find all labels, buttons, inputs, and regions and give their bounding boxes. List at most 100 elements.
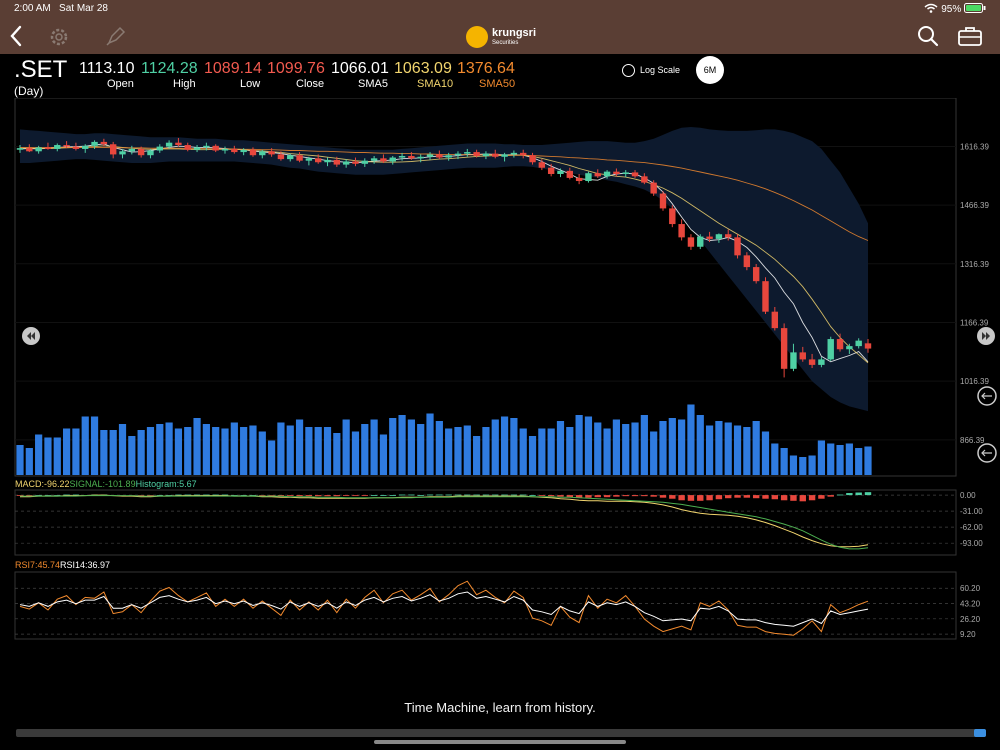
macd-histogram-bar [35, 495, 42, 496]
scroll-right-icon[interactable] [977, 327, 995, 345]
macd-y-axis: 0.00 -31.00 -62.00 -93.00 [960, 491, 983, 548]
sma5-label: SMA5 [358, 78, 388, 90]
link-icon-1[interactable] [977, 386, 997, 406]
macd-tick-label: -93.00 [960, 539, 983, 548]
candle-body [342, 161, 350, 165]
search-icon[interactable] [916, 24, 940, 48]
macd-legend-histogram: Histogram:5.67 [136, 479, 197, 489]
volume-bar [538, 428, 546, 475]
gear-icon[interactable] [46, 24, 72, 50]
volume-bar [659, 421, 667, 475]
back-icon[interactable] [8, 24, 24, 48]
macd-histogram-bar [221, 494, 229, 496]
macd-histogram-bar [72, 494, 80, 496]
candle [342, 159, 350, 168]
candle-body [333, 159, 341, 165]
scroll-left-icon[interactable] [22, 327, 40, 345]
candle [380, 154, 387, 164]
candle-body [147, 150, 154, 156]
rsi-tick-label: 60.20 [960, 584, 981, 593]
volume-bar [761, 431, 770, 475]
candle [510, 150, 518, 158]
brand-sub: Securities [492, 40, 519, 46]
candle-body [520, 152, 527, 156]
macd-histogram-bar [846, 493, 853, 496]
volume-bar [566, 427, 574, 475]
candle [16, 145, 24, 153]
candle [389, 155, 396, 165]
macd-histogram-bar [538, 495, 546, 496]
range-6m-button[interactable]: 6M [696, 56, 724, 84]
candle [240, 148, 247, 156]
volume-bar [118, 424, 127, 475]
low-label: Low [240, 78, 261, 90]
candle-body [184, 145, 191, 150]
time-machine-scrubber[interactable] [16, 729, 986, 737]
volume-bar [584, 416, 593, 475]
chart-area[interactable]: 1616.39 1466.39 1316.39 1166.39 1016.39 866.3… [0, 98, 1000, 643]
candle-body [641, 176, 648, 183]
candle [408, 152, 415, 160]
volume-bar [230, 422, 238, 475]
candle [454, 151, 462, 160]
macd-histogram-bar [641, 495, 648, 497]
volume-bar [323, 427, 332, 475]
volume-bar [379, 434, 388, 475]
volume-bar [370, 419, 378, 475]
volume-bar [351, 431, 360, 475]
candle [715, 233, 723, 243]
macd-histogram-bar [212, 494, 219, 496]
candle-body [575, 177, 583, 182]
macd-histogram-bar [156, 495, 163, 496]
candle-body [91, 141, 98, 146]
macd-histogram-bar [137, 495, 145, 496]
pen-icon[interactable] [104, 24, 128, 48]
candle [193, 145, 201, 153]
candle-body [240, 149, 247, 153]
macd-histogram-bar [622, 495, 629, 497]
candle-body [426, 154, 434, 157]
candles [16, 137, 872, 378]
volume-bar [650, 431, 658, 475]
macd-histogram-bar [314, 495, 322, 497]
macd-histogram-bar [436, 494, 443, 496]
candle [808, 353, 816, 369]
candle-body [771, 311, 779, 329]
volume-bar [817, 440, 826, 475]
macd-histogram-bar [808, 495, 816, 501]
nav-bar: krungsri Securities [0, 18, 1000, 54]
candle [864, 338, 872, 353]
candle-body [296, 155, 303, 161]
macd-histogram-bar [305, 495, 313, 497]
macd-histogram-bar [687, 495, 695, 501]
candle-body [799, 352, 806, 360]
log-scale-radio-icon[interactable] [622, 64, 635, 77]
macd-histogram-bar [613, 495, 620, 497]
macd-histogram-bar [454, 494, 462, 496]
macd-histogram-bar [557, 495, 564, 497]
candle-body [100, 141, 108, 145]
volume-bar [836, 445, 844, 475]
bollinger-band-fill [20, 127, 868, 412]
candle [464, 148, 471, 157]
briefcase-icon[interactable] [956, 24, 984, 48]
candle-body [249, 149, 257, 156]
low-value: 1089.14 [204, 60, 262, 77]
link-icon-2[interactable] [977, 443, 997, 463]
macd-histogram-bar [715, 495, 723, 500]
macd-histogram-bar [482, 494, 490, 496]
candle-body [734, 237, 741, 256]
candle-body [808, 359, 816, 365]
macd-histogram-bar [380, 495, 387, 496]
candle [361, 158, 368, 167]
macd-histogram-bar [594, 495, 601, 498]
candle-body [445, 155, 452, 158]
candle [35, 145, 42, 154]
volume-bar [249, 425, 257, 475]
volume-bar [100, 430, 108, 475]
scrubber-handle[interactable] [974, 729, 986, 737]
candle-body [613, 171, 620, 174]
candle [706, 231, 713, 243]
macd-tick-label: 0.00 [960, 491, 976, 500]
candle [44, 142, 52, 150]
